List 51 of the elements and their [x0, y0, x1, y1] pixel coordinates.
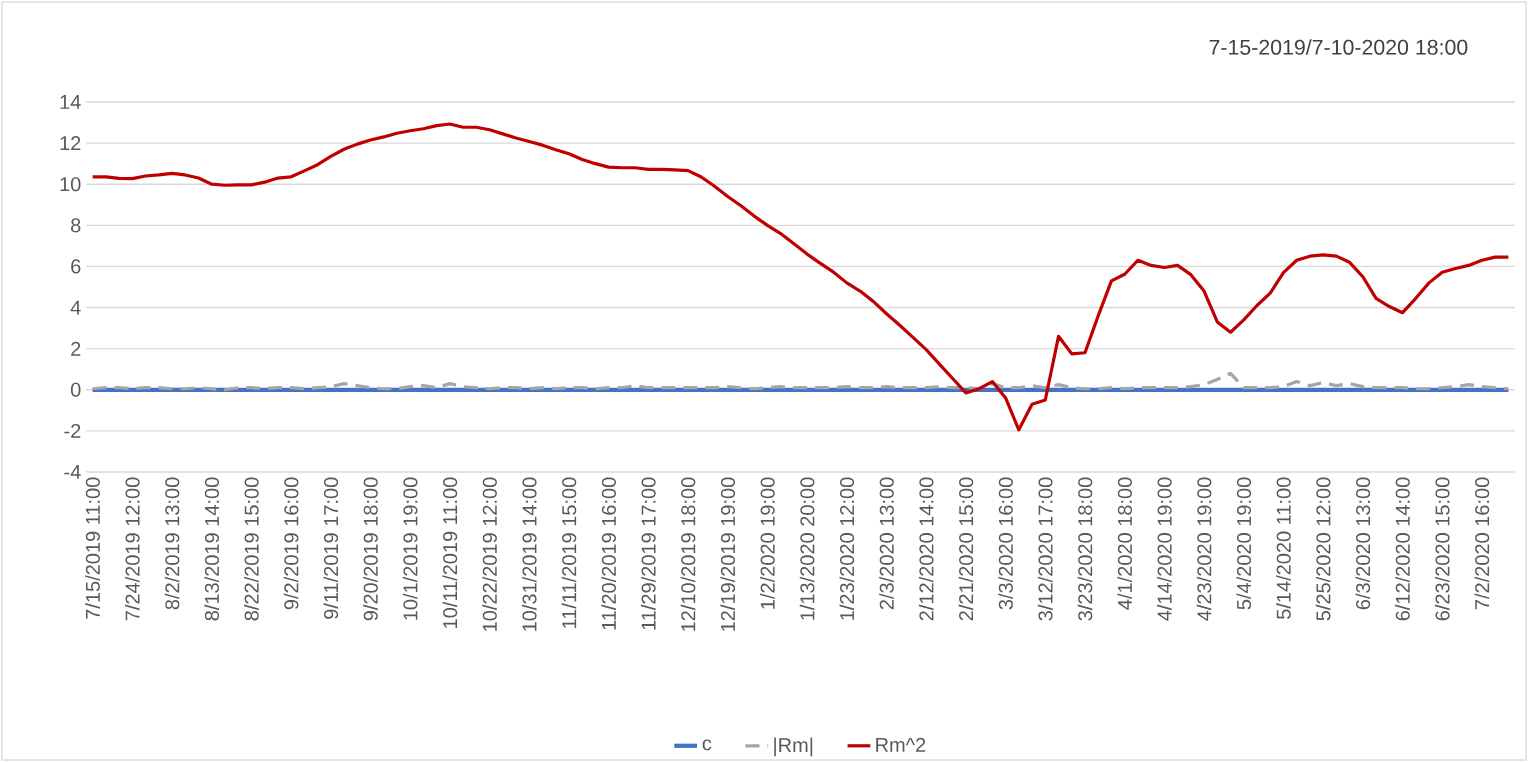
x-tick-label: 3/23/2020 18:00 — [1077, 477, 1093, 621]
x-tick-label: 9/11/2019 17:00 — [323, 477, 339, 619]
line-series — [91, 122, 1510, 432]
y-tick-label: 10 — [60, 177, 81, 192]
x-tick-label: 7/24/2019 12:00 — [124, 477, 140, 621]
x-tick-label: 3/12/2020 17:00 — [1037, 477, 1053, 621]
y-tick-label: 8 — [71, 218, 81, 233]
x-tick-label: 1/13/2020 20:00 — [799, 477, 815, 620]
x-tick-label: 8/13/2019 14:00 — [204, 477, 220, 621]
y-tick-label: -4 — [64, 465, 81, 479]
chart-title: 7-15-2019/7-10-2020 18:00 — [1209, 39, 1468, 55]
x-tick-label: 8/2/2019 13:00 — [164, 477, 180, 610]
legend-label: c — [702, 739, 712, 751]
x-tick-label: 11/20/2019 16:00 — [601, 477, 616, 630]
x-tick-label: 11/29/2019 17:00 — [641, 477, 656, 630]
x-tick-label: 9/2/2019 16:00 — [283, 477, 299, 610]
x-tick-label: 4/14/2020 19:00 — [1157, 477, 1172, 621]
x-tick-label: 4/1/2020 18:00 — [1117, 477, 1133, 610]
x-tick-label: 10/11/2019 11:00 — [442, 477, 458, 628]
x-tick-label: 1/23/2020 12:00 — [839, 477, 855, 620]
y-tick-label: 4 — [70, 300, 81, 315]
x-tick-label: 7/15/2019 11:00 — [85, 477, 100, 619]
x-tick-label: 5/4/2020 19:00 — [1236, 477, 1252, 610]
y-tick-label: 0 — [70, 382, 81, 397]
x-tick-label: 6/3/2020 13:00 — [1355, 477, 1371, 610]
y-tick-label: 12 — [60, 136, 81, 151]
x-tick-label: 7/2/2020 16:00 — [1474, 477, 1490, 610]
legend-label: |Rm| — [774, 737, 813, 757]
x-tick-label: 4/23/2020 19:00 — [1196, 477, 1212, 621]
x-tick-label: 12/10/2019 18:00 — [680, 477, 696, 631]
x-tick-label: 2/3/2020 13:00 — [879, 477, 894, 610]
x-tick-label: 6/23/2020 15:00 — [1434, 477, 1450, 621]
x-tick-label: 10/22/2019 12:00 — [482, 477, 497, 631]
x-tick-label: 5/25/2020 12:00 — [1315, 477, 1331, 621]
y-tick-label: -2 — [64, 423, 81, 438]
x-tick-label: 10/1/2019 19:00 — [402, 477, 418, 620]
x-tick-label: 3/3/2020 16:00 — [998, 477, 1013, 610]
x-tick-label: 1/2/2020 19:00 — [760, 477, 775, 609]
y-tick-label: 2 — [71, 341, 81, 356]
x-tick-label: 2/12/2020 14:00 — [918, 477, 934, 621]
y-tick-label: 14 — [60, 95, 81, 109]
x-tick-label: 8/22/2019 15:00 — [244, 477, 259, 621]
x-tick-label: 5/14/2020 11:00 — [1276, 477, 1291, 619]
x-tick-label: 12/19/2019 19:00 — [720, 477, 736, 631]
legend-label: Rm^2 — [876, 737, 926, 752]
x-tick-label: 9/20/2019 18:00 — [363, 477, 378, 621]
x-tick-label: 10/31/2019 14:00 — [521, 477, 537, 631]
x-tick-label: 6/12/2020 14:00 — [1395, 477, 1410, 621]
x-tick-label: 11/11/2019 15:00 — [561, 477, 577, 628]
y-tick-label: 6 — [71, 259, 81, 274]
x-tick-label: 2/21/2020 15:00 — [958, 477, 974, 621]
